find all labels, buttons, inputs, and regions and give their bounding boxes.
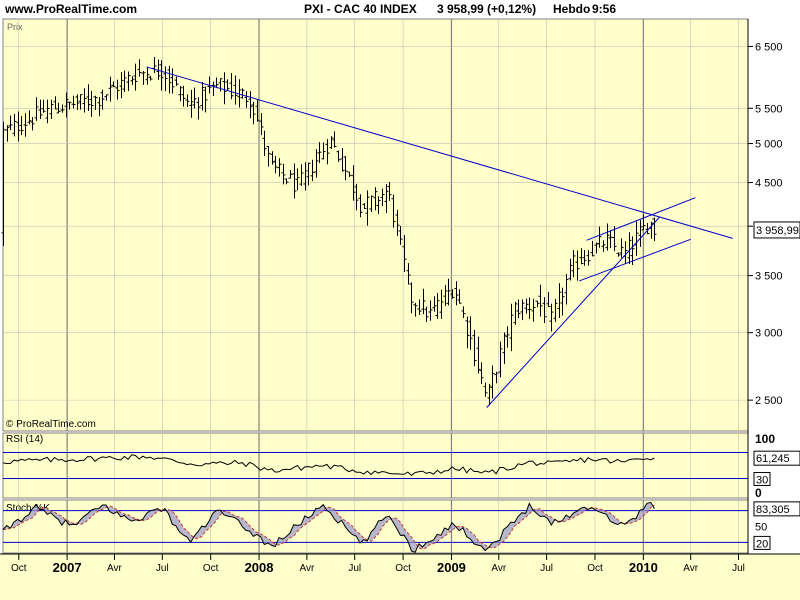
time-label: 9:56 [592, 2, 617, 16]
price-panel [2, 18, 749, 432]
price-tick-label: 5 500 [755, 103, 783, 115]
x-tick-label: Jul [156, 563, 169, 574]
rsi-tick-label: 100 [755, 432, 775, 446]
stoch-current-label: 83,305 [756, 504, 790, 516]
rsi-title: RSI (14) [6, 434, 43, 445]
period-label[interactable]: Hebdo [553, 2, 591, 16]
price-tick-label: 3 000 [755, 328, 783, 340]
rsi-line [2, 454, 655, 477]
watermark: © ProRealTime.com [6, 419, 96, 430]
instrument-title: PXI - CAC 40 INDEX [304, 2, 417, 16]
rsi-level-label: 30 [756, 475, 768, 487]
x-tick-label: Jul [540, 563, 553, 574]
price-tick-label: 6 500 [755, 41, 783, 53]
price-tick-label: 2 500 [755, 395, 783, 407]
x-tick-label: Oct [395, 563, 411, 574]
stoch-tick-label: 50 [755, 522, 767, 534]
x-tick-label: Oct [11, 563, 27, 574]
price-bars [1, 57, 657, 406]
stoch-current-box [753, 501, 800, 517]
stoch-title: Stoch %K [6, 503, 50, 514]
x-tick-label: 2009 [437, 560, 466, 575]
price-axis-title: Prix [7, 22, 23, 32]
trendline-channel-lower [579, 238, 691, 282]
site-name[interactable]: www.ProRealTime.com [5, 2, 138, 16]
rsi-level-box [753, 472, 771, 486]
time-axis-band [0, 554, 800, 600]
x-tick-label: Avr [491, 563, 506, 574]
stoch-level-label: 20 [756, 538, 768, 550]
x-tick-label: 2010 [629, 560, 658, 575]
x-tick-label: Avr [299, 563, 314, 574]
stoch-signal-line [3, 504, 655, 550]
price-tick-label: 5 000 [755, 139, 783, 151]
current-price-box [753, 221, 800, 239]
trendline-support [486, 216, 661, 408]
rsi-current-box [753, 450, 800, 466]
trendline-channel-upper [586, 197, 696, 241]
rsi-panel [2, 432, 749, 499]
current-price-label: 3 958,99 [756, 225, 799, 237]
price-tick-label: 3 500 [755, 271, 783, 283]
x-tick-label: Avr [107, 563, 122, 574]
price-tick-label: 4 500 [755, 178, 783, 190]
x-tick-label: 2008 [245, 560, 274, 575]
x-tick-label: 2007 [53, 560, 82, 575]
x-tick-label: Avr [683, 563, 698, 574]
x-tick-label: Oct [203, 563, 219, 574]
quote-value: 3 958,99 (+0,12%) [437, 2, 537, 16]
stoch-level-box [753, 535, 771, 550]
rsi-current-label: 61,245 [756, 453, 790, 465]
x-tick-label: Jul [348, 563, 361, 574]
x-tick-label: Jul [732, 563, 745, 574]
rsi-tick-label: 0 [755, 486, 762, 500]
stoch-k-line [2, 501, 655, 553]
x-tick-label: Oct [587, 563, 603, 574]
trendline-resistance [146, 66, 733, 239]
